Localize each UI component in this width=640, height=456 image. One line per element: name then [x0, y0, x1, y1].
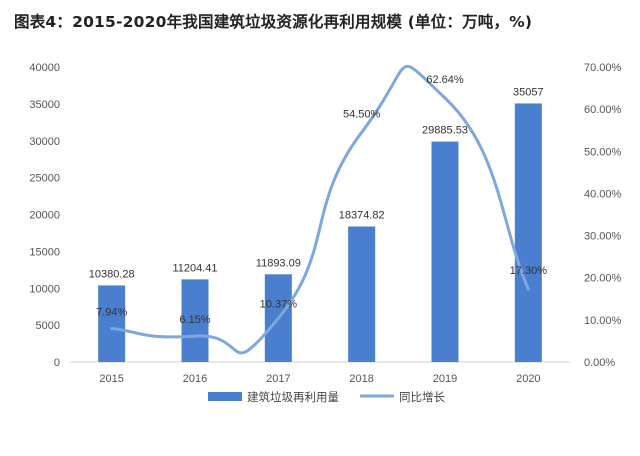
x-tick-label: 2020 — [516, 373, 540, 385]
bar-value-label: 35057 — [513, 86, 544, 98]
x-tick-label: 2018 — [349, 373, 373, 385]
bar-value-label: 10380.28 — [89, 268, 135, 280]
y-left-tick-label: 30000 — [29, 136, 60, 148]
y-right-tick-label: 20.00% — [584, 273, 622, 285]
bar-2019 — [431, 141, 459, 362]
y-left-tick-label: 15000 — [29, 246, 60, 258]
x-tick-label: 2019 — [433, 373, 457, 385]
y-right-tick-label: 30.00% — [584, 231, 622, 243]
bar-2020 — [514, 103, 542, 363]
x-tick-label: 2016 — [183, 373, 207, 385]
line-value-label: 17.30% — [510, 265, 548, 277]
line-value-label: 6.15% — [179, 314, 210, 326]
bar-2015 — [98, 285, 126, 362]
y-left-tick-label: 5000 — [36, 320, 60, 332]
bar-value-label: 18374.82 — [339, 209, 385, 221]
y-right-tick-label: 70.00% — [584, 62, 622, 74]
y-left-tick-label: 40000 — [29, 62, 60, 74]
line-value-label: 62.64% — [426, 74, 464, 86]
line-value-label: 54.50% — [343, 108, 381, 120]
y-left-tick-label: 35000 — [29, 99, 60, 111]
y-right-tick-label: 50.00% — [584, 146, 622, 158]
y-right-tick-label: 40.00% — [584, 188, 622, 200]
growth-line-series — [110, 64, 530, 355]
y-right-tick-label: 60.00% — [584, 104, 622, 116]
y-right-tick-label: 10.00% — [584, 315, 622, 327]
legend-bar-swatch — [208, 392, 242, 401]
bar-value-label: 29885.53 — [422, 125, 468, 137]
x-tick-label: 2017 — [266, 373, 290, 385]
line-value-label: 7.94% — [96, 307, 127, 319]
y-left-tick-label: 0 — [54, 357, 60, 369]
bar-value-label: 11893.09 — [256, 257, 301, 269]
bar-2018 — [348, 226, 376, 362]
line-value-label: 10.37% — [260, 298, 298, 310]
x-tick-label: 2015 — [99, 373, 123, 385]
legend-bar-label: 建筑垃圾再利用量 — [247, 390, 339, 404]
y-left-tick-label: 20000 — [29, 210, 60, 222]
chart-title: 图表4：2015-2020年我国建筑垃圾资源化再利用规模 (单位：万吨，%) — [14, 13, 533, 31]
y-left-tick-label: 10000 — [29, 283, 60, 295]
legend-line-label: 同比增长 — [399, 390, 445, 404]
bar-2016 — [181, 279, 209, 362]
bar-value-label: 11204.41 — [172, 262, 217, 274]
y-left-tick-label: 25000 — [29, 173, 60, 185]
y-right-tick-label: 0.00% — [584, 357, 615, 369]
